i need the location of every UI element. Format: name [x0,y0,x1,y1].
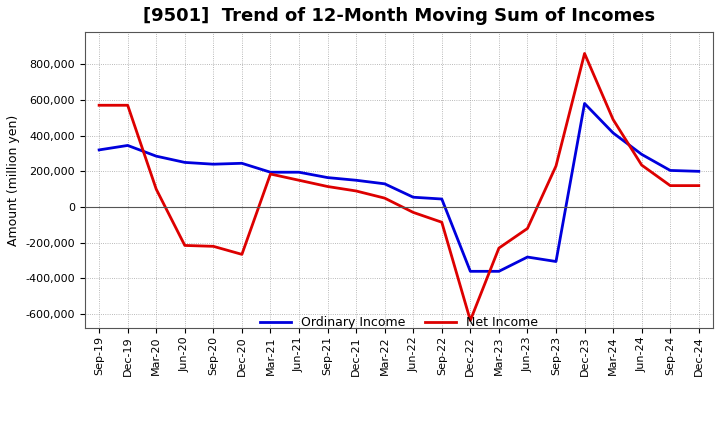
Ordinary Income [695,169,703,174]
Ordinary Income [580,101,589,106]
Net Income [609,117,618,122]
Ordinary Income [609,130,618,136]
Title: [9501]  Trend of 12-Month Moving Sum of Incomes: [9501] Trend of 12-Month Moving Sum of I… [143,7,655,25]
Net Income [323,184,332,189]
Line: Ordinary Income: Ordinary Income [99,103,699,271]
Ordinary Income [637,152,646,157]
Ordinary Income [352,178,361,183]
Net Income [380,195,389,201]
Net Income [552,163,560,169]
Net Income [666,183,675,188]
Net Income [152,187,161,192]
Ordinary Income [380,181,389,187]
Net Income [637,162,646,168]
Net Income [181,243,189,248]
Net Income [466,318,474,323]
Net Income [95,103,104,108]
Line: Net Income: Net Income [99,54,699,320]
Ordinary Income [438,196,446,202]
Net Income [352,188,361,194]
Net Income [495,246,503,251]
Ordinary Income [266,169,275,175]
Net Income [209,244,217,249]
Ordinary Income [323,175,332,180]
Ordinary Income [552,259,560,264]
Ordinary Income [466,269,474,274]
Ordinary Income [95,147,104,153]
Net Income [695,183,703,188]
Ordinary Income [152,154,161,159]
Ordinary Income [209,161,217,167]
Ordinary Income [495,269,503,274]
Net Income [294,178,303,183]
Net Income [266,171,275,176]
Legend: Ordinary Income, Net Income: Ordinary Income, Net Income [255,312,543,334]
Net Income [523,226,532,231]
Ordinary Income [666,168,675,173]
Net Income [438,220,446,225]
Ordinary Income [294,169,303,175]
Y-axis label: Amount (million yen): Amount (million yen) [7,115,20,246]
Ordinary Income [523,254,532,260]
Ordinary Income [123,143,132,148]
Ordinary Income [238,161,246,166]
Net Income [123,103,132,108]
Net Income [238,252,246,257]
Net Income [580,51,589,56]
Ordinary Income [409,194,418,200]
Net Income [409,210,418,215]
Ordinary Income [181,160,189,165]
